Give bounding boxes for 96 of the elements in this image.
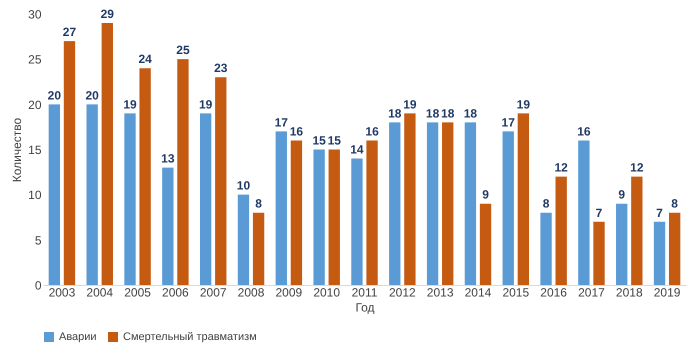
bar — [177, 59, 189, 285]
data-label: 27 — [62, 25, 76, 40]
data-label: 25 — [176, 43, 190, 58]
bar — [518, 113, 530, 285]
data-label: 16 — [577, 124, 591, 138]
data-label: 12 — [630, 160, 644, 175]
bar — [139, 68, 151, 285]
x-tick-label: 2018 — [616, 286, 643, 300]
bar — [631, 176, 643, 285]
data-label: 18 — [464, 106, 478, 120]
x-tick-label: 2010 — [313, 286, 340, 300]
x-tick-label: 2011 — [352, 286, 378, 300]
x-axis-title: Год — [355, 300, 375, 314]
y-axis-title: Количество — [10, 117, 24, 182]
bar — [313, 150, 325, 285]
x-tick-label: 2003 — [48, 286, 76, 300]
data-label: 19 — [123, 97, 137, 112]
bar — [502, 131, 514, 285]
data-label: 8 — [542, 196, 550, 211]
bar — [593, 222, 605, 285]
data-label: 12 — [554, 160, 568, 175]
bar — [162, 168, 174, 285]
x-tick-label: 2013 — [426, 286, 454, 300]
x-tick-label: 2008 — [238, 286, 265, 300]
bar — [215, 77, 226, 285]
x-tick-label: 2017 — [578, 286, 606, 300]
x-tick-label: 2005 — [124, 286, 152, 300]
x-tick-label: 2014 — [464, 286, 492, 300]
bar — [442, 122, 454, 285]
bar — [540, 212, 552, 285]
bar — [48, 104, 60, 285]
legend-label: Смертельный травматизм — [123, 331, 257, 343]
data-label: 19 — [516, 97, 530, 112]
bar — [389, 122, 400, 285]
bar — [200, 113, 212, 285]
x-tick-label: 2004 — [86, 286, 114, 300]
y-tick-label: 25 — [28, 52, 42, 67]
data-label: 20 — [48, 88, 62, 102]
data-label: 24 — [138, 52, 152, 66]
bar — [366, 140, 378, 285]
data-label: 9 — [618, 188, 626, 202]
x-tick-label: 2019 — [654, 286, 681, 300]
bar — [426, 122, 438, 285]
data-label: 14 — [350, 142, 364, 157]
data-label: 19 — [403, 97, 417, 112]
data-label: 16 — [365, 124, 380, 138]
x-tick-label: 2009 — [276, 286, 303, 300]
bar — [102, 23, 113, 285]
data-label: 16 — [290, 124, 304, 138]
bar — [252, 212, 264, 285]
data-label: 15 — [328, 134, 342, 148]
bar — [351, 158, 363, 285]
data-label: 8 — [255, 196, 262, 211]
data-label: 29 — [100, 7, 114, 22]
y-tick-label: 15 — [28, 143, 42, 157]
data-label: 9 — [482, 188, 490, 202]
data-label: 18 — [426, 106, 440, 120]
data-label: 7 — [596, 206, 603, 220]
data-label: 10 — [236, 178, 250, 193]
legend-label: Аварии — [59, 331, 97, 343]
bar — [238, 194, 250, 285]
bar — [578, 140, 590, 285]
bar — [404, 113, 416, 285]
data-label: 20 — [85, 88, 100, 102]
x-tick-label: 2015 — [502, 286, 530, 300]
y-tick-label: 5 — [34, 233, 42, 248]
x-tick-label: 2016 — [540, 286, 568, 300]
data-label: 8 — [671, 196, 678, 211]
y-tick-label: 10 — [28, 188, 42, 202]
y-tick-label: 20 — [28, 98, 42, 112]
bar — [124, 113, 136, 285]
data-label: 7 — [656, 206, 664, 220]
data-label: 13 — [161, 152, 175, 166]
bar — [86, 104, 98, 285]
data-label: 18 — [441, 106, 455, 120]
bar — [616, 204, 628, 285]
data-label: 19 — [198, 97, 213, 112]
data-label: 18 — [388, 106, 402, 120]
y-tick-label: 30 — [28, 8, 42, 22]
y-tick-label: 0 — [34, 278, 42, 292]
data-label: 15 — [312, 134, 326, 148]
x-tick-label: 2007 — [200, 286, 227, 300]
bar — [654, 222, 666, 285]
bar — [668, 212, 680, 285]
bar — [64, 41, 76, 285]
x-tick-label: 2006 — [162, 286, 190, 300]
bar — [556, 176, 567, 285]
data-label: 17 — [274, 115, 288, 130]
data-label: 17 — [502, 115, 516, 130]
bar — [480, 204, 492, 285]
bar — [328, 150, 340, 285]
bar — [276, 131, 287, 285]
data-label: 23 — [214, 61, 228, 76]
x-tick-label: 2012 — [388, 286, 416, 300]
bar — [290, 140, 302, 285]
bar — [464, 122, 476, 285]
